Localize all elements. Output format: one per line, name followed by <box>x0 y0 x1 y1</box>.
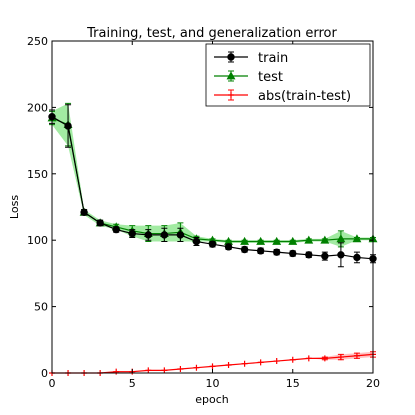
data-point <box>128 229 136 238</box>
legend-label: abs(train-test) <box>258 89 351 104</box>
legend-swatch-marker <box>227 53 235 61</box>
x-tick-label: 15 <box>286 377 300 390</box>
data-point <box>224 243 233 251</box>
data-point <box>113 368 120 375</box>
data-point <box>240 236 250 245</box>
y-tick-label: 250 <box>27 35 48 48</box>
data-point <box>336 234 346 243</box>
y-axis-label: Loss <box>8 195 21 219</box>
series-0 <box>48 104 377 268</box>
data-point <box>273 358 280 365</box>
data-point <box>272 236 282 245</box>
data-point <box>193 364 200 371</box>
data-point <box>305 251 313 259</box>
data-point <box>256 247 265 255</box>
data-point <box>145 367 152 374</box>
data-point <box>288 236 298 245</box>
data-point <box>337 251 345 259</box>
data-point <box>112 225 120 234</box>
data-point <box>273 248 281 256</box>
data-point <box>240 245 249 254</box>
legend-swatch-marker <box>228 92 234 98</box>
y-tick-label: 150 <box>27 168 48 181</box>
data-point <box>64 122 72 130</box>
legend-label: test <box>258 70 283 85</box>
x-tick-label: 5 <box>129 377 136 390</box>
data-point <box>289 356 296 363</box>
data-point <box>321 252 329 260</box>
data-point <box>209 363 216 370</box>
data-point <box>321 355 328 362</box>
data-point <box>320 235 330 244</box>
data-point <box>289 249 297 258</box>
data-point <box>96 219 104 227</box>
x-tick-label: 10 <box>206 377 220 390</box>
data-point <box>352 234 362 243</box>
y-tick-label: 100 <box>27 234 48 247</box>
data-point <box>256 236 266 245</box>
data-point <box>353 352 360 359</box>
x-tick-label: 0 <box>49 377 56 390</box>
data-point <box>192 237 201 246</box>
data-point <box>337 354 344 361</box>
data-point <box>225 362 232 369</box>
data-point <box>241 360 248 367</box>
series-layer <box>47 102 378 376</box>
data-point <box>304 235 314 244</box>
data-point <box>208 240 217 248</box>
data-point <box>80 208 88 217</box>
data-point <box>160 231 169 239</box>
legend-item-1: test <box>214 70 283 85</box>
data-point <box>144 231 153 239</box>
data-point <box>161 367 168 374</box>
data-point <box>176 231 185 239</box>
legend-item-2: abs(train-test) <box>214 89 351 104</box>
legend-swatch-marker <box>226 71 236 80</box>
x-axis-label: epoch <box>195 393 229 406</box>
y-tick-label: 200 <box>27 101 48 114</box>
legend: train test abs(train-test) <box>205 43 371 107</box>
data-point <box>257 359 264 366</box>
data-point <box>353 253 361 262</box>
y-tick-label: 50 <box>34 301 48 314</box>
chart-title: Training, test, and generalization error <box>86 26 337 41</box>
data-point <box>305 355 312 362</box>
x-tick-label: 20 <box>366 377 380 390</box>
legend-label: train <box>258 51 288 66</box>
y-tick-label: 0 <box>41 367 48 380</box>
legend-item-0: train <box>214 51 288 66</box>
data-point <box>177 366 184 373</box>
